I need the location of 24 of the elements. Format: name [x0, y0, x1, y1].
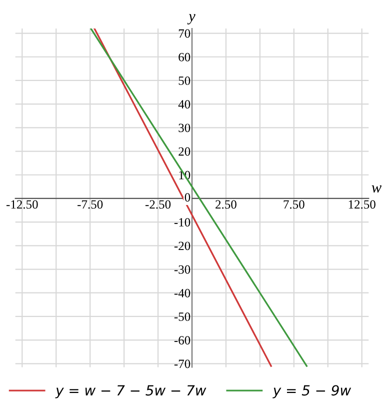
y-tick-label: 50 — [178, 76, 190, 85]
y-tick-label: -60 — [174, 336, 190, 345]
y-tick-label: -10 — [174, 218, 190, 227]
y-tick-label: 0 — [184, 193, 190, 202]
y-tick-label: -70 — [174, 360, 190, 368]
x-tick-label: 2.50 — [216, 200, 236, 209]
y-tick-label: 20 — [178, 147, 190, 156]
legend-label: y = 5 − 9w — [272, 385, 352, 398]
legend-label: y = w − 7 − 5w − 7w — [55, 385, 206, 398]
y-tick-label: -30 — [174, 265, 190, 274]
x-tick-label: -2.50 — [145, 200, 171, 209]
x-tick-label: 12.50 — [348, 200, 376, 209]
y-tick-label: 30 — [178, 124, 190, 132]
y-tick-label: -50 — [174, 312, 190, 321]
y-tick-label: -20 — [174, 242, 190, 250]
y-tick-label: -40 — [174, 288, 190, 298]
x-tick-label: 7.50 — [284, 200, 304, 209]
y-tick-label: 70 — [178, 29, 190, 38]
x-tick-label: -7.50 — [78, 200, 103, 209]
x-axis-title: w — [372, 185, 382, 193]
y-tick-label: 40 — [178, 100, 190, 109]
y-axis-title: y — [187, 14, 196, 24]
x-tick-label: -12.50 — [6, 200, 38, 209]
y-tick-label: 60 — [178, 52, 190, 62]
